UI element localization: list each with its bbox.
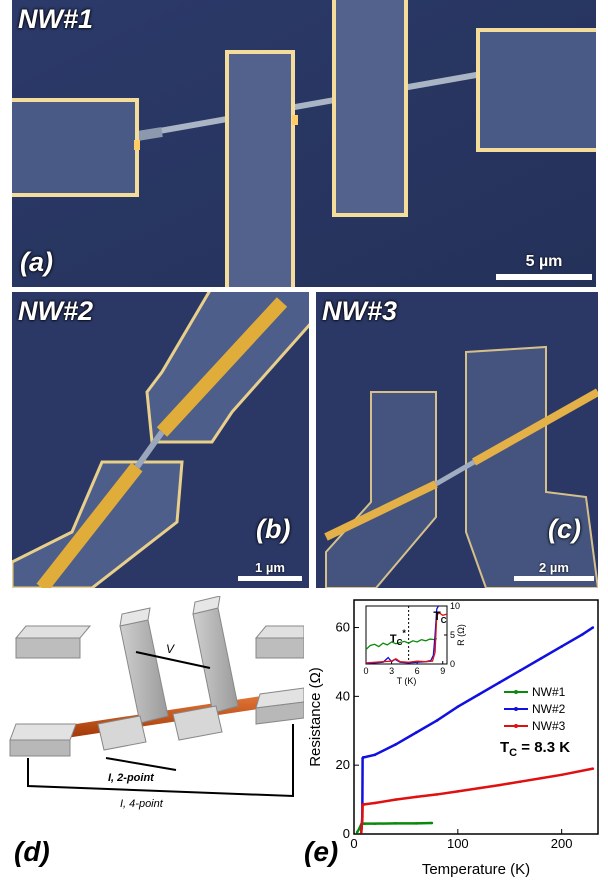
sem-panel-c: NW#3 (c) 2 µm [316, 292, 598, 588]
data-point [359, 830, 363, 834]
data-point [560, 773, 563, 777]
resistance-chart-panel: 0 100 200 0 20 40 60 Temperature (K) Resistance … [304, 592, 608, 879]
panel-b-label: (b) [256, 514, 291, 544]
inset-tc-star-label: TC* [390, 628, 407, 647]
inset-y-axis-label: R (Ω) [456, 624, 466, 646]
data-point [414, 822, 418, 825]
scale-label-a: 5 µm [525, 253, 563, 270]
inset-y-tick-label: 10 [450, 601, 460, 611]
y-tick-label: 20 [336, 757, 350, 772]
panel-d-label: (d) [14, 836, 50, 867]
data-point [363, 822, 366, 825]
inset-tc-label: TC [433, 609, 446, 625]
inset-x-tick-label: 0 [363, 666, 368, 676]
data-point [430, 821, 434, 825]
legend-marker [514, 707, 518, 711]
inset-x-tick-label: 3 [389, 666, 394, 676]
device-schematic-panel: V I, 2-point I, 4-point (d) [8, 595, 305, 879]
sem-image-nw2 [12, 292, 309, 588]
data-point [518, 780, 522, 783]
sem-panel-a: NW#1 (a) 5 µm [12, 0, 596, 287]
inset-series-line-nw3 [365, 612, 448, 664]
current-4pt-line [27, 724, 294, 798]
tc-annotation: TC = 8.3 K [500, 739, 570, 759]
inset-x-tick-label: 6 [415, 666, 420, 676]
data-point [414, 731, 418, 734]
panel-e-label: (e) [304, 836, 339, 867]
data-point [539, 776, 543, 780]
voltage-label: V [166, 642, 175, 656]
data-point [591, 767, 595, 770]
data-point [581, 633, 584, 636]
data-point [435, 793, 439, 796]
data-point [414, 795, 418, 799]
data-point [373, 753, 377, 757]
panel-a-title: NW#1 [18, 4, 94, 34]
sem-image-nw1 [12, 0, 596, 287]
data-point [435, 719, 439, 722]
data-point [456, 705, 460, 708]
scale-bar-a [496, 274, 592, 280]
scale-bar-c [514, 576, 594, 581]
voltage-probe-line [135, 651, 211, 669]
legend-marker [514, 690, 518, 694]
inset-x-tick-label: 9 [440, 666, 445, 676]
data-point [394, 798, 397, 801]
y-axis-label: Resistance (Ω) [307, 667, 324, 767]
data-point [361, 818, 364, 822]
data-point [363, 803, 366, 806]
two-point-label: I, 2-point [108, 772, 154, 784]
scale-label-b: 1 µm [255, 560, 285, 575]
panel-c-label: (c) [548, 514, 581, 544]
data-point [477, 786, 480, 790]
data-point [357, 827, 361, 831]
panel-b-title: NW#2 [18, 296, 94, 326]
legend-marker [514, 724, 518, 728]
scale-label-c: 2 µm [539, 560, 569, 575]
data-point [373, 801, 377, 805]
data-point [591, 626, 595, 629]
x-tick-label: 0 [350, 836, 357, 851]
legend-label: NW#3 [532, 719, 566, 733]
y-tick-label: 0 [343, 826, 350, 841]
data-point [498, 783, 501, 787]
inset-x-axis-label: T (K) [397, 676, 417, 686]
data-point [394, 822, 397, 825]
inset-series-line-nw1 [365, 637, 438, 650]
y-tick-label: 60 [336, 620, 350, 635]
legend-label: NW#1 [532, 685, 566, 699]
device-schematic [9, 595, 305, 798]
panel-a-label: (a) [20, 247, 53, 277]
legend-label: NW#2 [532, 702, 566, 716]
data-point [373, 822, 377, 825]
sem-image-nw3 [316, 292, 598, 588]
data-point [394, 743, 397, 746]
data-point [456, 790, 460, 793]
data-point [560, 645, 563, 648]
x-tick-label: 200 [551, 836, 573, 851]
data-point [539, 657, 543, 660]
data-point [363, 755, 366, 759]
data-point [498, 681, 501, 684]
y-tick-label: 40 [336, 688, 350, 703]
data-point [518, 669, 522, 672]
four-point-label: I, 4-point [120, 798, 163, 810]
x-tick-label: 100 [447, 836, 469, 851]
panel-c-title: NW#3 [322, 296, 398, 326]
data-point [355, 830, 359, 834]
scale-bar-b [238, 576, 302, 581]
inset-y-tick-label: 0 [450, 659, 455, 669]
sem-panel-b: NW#2 (b) 1 µm [12, 292, 309, 588]
x-axis-label: Temperature (K) [422, 861, 530, 878]
data-point [477, 693, 480, 696]
inset-y-tick-label: 5 [450, 630, 455, 640]
current-2pt-line [105, 757, 177, 771]
